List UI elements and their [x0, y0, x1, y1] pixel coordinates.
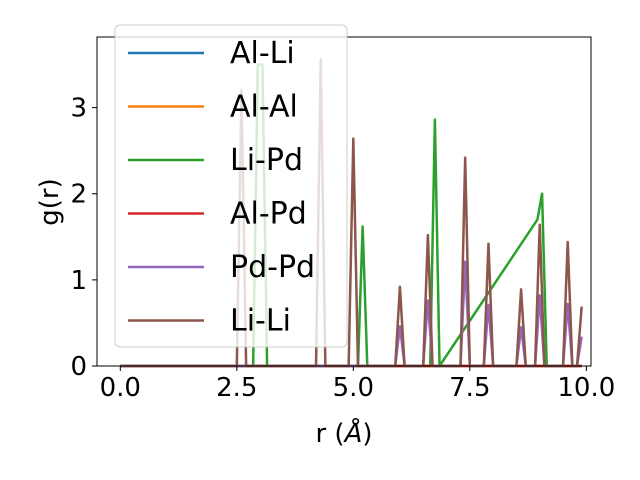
x-axis-label: r (Å) — [315, 417, 372, 449]
x-tick-label: 2.5 — [216, 373, 257, 403]
legend-label: Al-Pd — [230, 197, 307, 232]
y-tick-label: 3 — [70, 94, 87, 124]
y-axis-label: g(r) — [35, 178, 65, 225]
legend: Al-Li Al-Al Li-Pd Al-Pd Pd-Pd Li-Li — [114, 24, 348, 348]
legend-label: Li-Li — [230, 304, 291, 339]
y-tick-label: 2 — [70, 180, 87, 210]
legend-box — [114, 24, 348, 348]
y-axis-ticks: 0 1 2 3 — [70, 94, 97, 382]
legend-label: Al-Al — [230, 90, 298, 125]
legend-label: Al-Li — [230, 36, 295, 71]
legend-label: Pd-Pd — [230, 250, 315, 285]
x-tick-label: 5.0 — [333, 373, 374, 403]
x-axis-ticks: 0.0 2.5 5.0 7.5 10.0 — [100, 366, 615, 403]
x-tick-label: 0.0 — [100, 373, 141, 403]
x-tick-label: 7.5 — [449, 373, 490, 403]
legend-label: Li-Pd — [230, 143, 303, 178]
y-tick-label: 0 — [70, 352, 87, 382]
y-tick-label: 1 — [70, 266, 87, 296]
x-tick-label: 10.0 — [557, 373, 615, 403]
